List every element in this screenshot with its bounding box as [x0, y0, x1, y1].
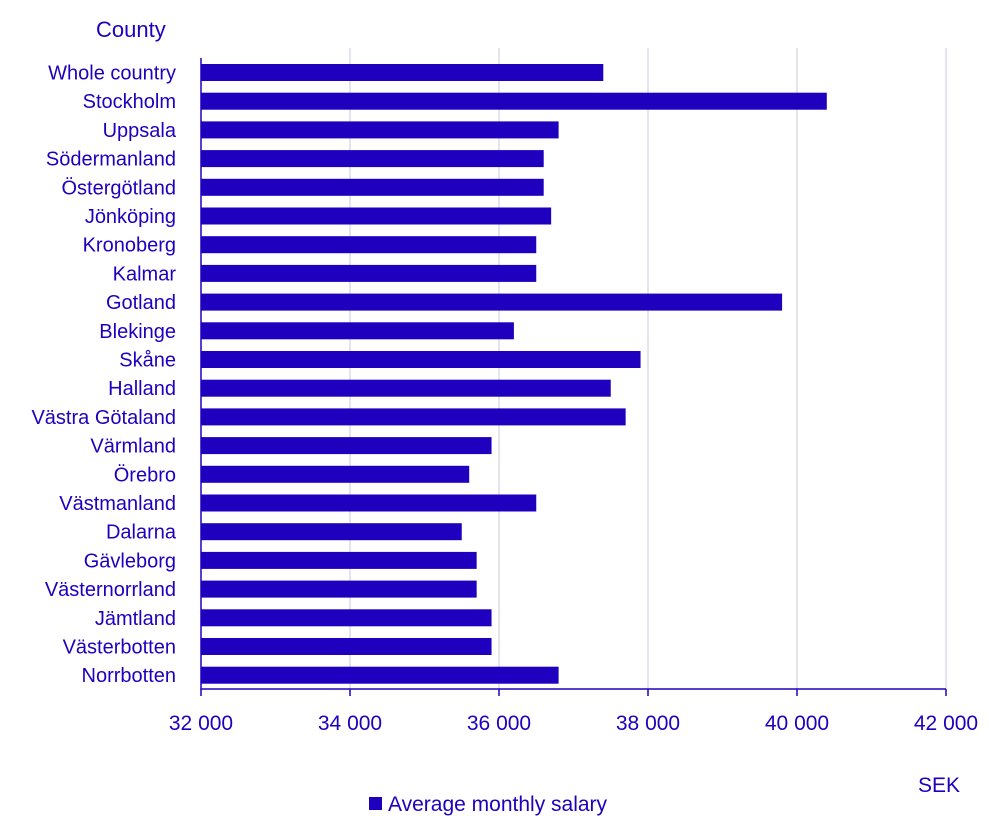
bar	[201, 465, 470, 483]
category-label: Kronoberg	[83, 235, 176, 257]
category-labels: Whole country Stockholm Uppsala Södermanlan…	[31, 63, 176, 688]
category-label: Gävleborg	[84, 550, 176, 572]
bar	[201, 379, 611, 397]
bar	[201, 121, 559, 139]
x-tick-label: 38 000	[616, 712, 680, 735]
x-tick-label: 32 000	[169, 712, 233, 735]
category-label: Östergötland	[61, 177, 176, 199]
bar	[201, 207, 552, 225]
bar	[201, 437, 492, 455]
bars	[201, 64, 827, 684]
category-label: Jönköping	[85, 206, 176, 228]
x-tick-label: 36 000	[467, 712, 531, 735]
bar	[201, 92, 827, 110]
y-axis-title: County	[96, 17, 166, 42]
bar	[201, 551, 477, 569]
bar	[201, 322, 514, 340]
category-label: Örebro	[114, 464, 176, 486]
legend-swatch	[369, 797, 382, 810]
category-label: Dalarna	[106, 522, 177, 544]
legend: Average monthly salary	[369, 793, 608, 816]
category-label: Södermanland	[46, 149, 176, 171]
bar	[201, 609, 492, 627]
category-label: Västernorrland	[45, 579, 176, 601]
x-axis-unit: SEK	[918, 774, 960, 797]
category-label: Gotland	[106, 292, 176, 314]
bar	[201, 293, 783, 311]
x-ticks: 32 000 34 000 36 000 38 000 40 000 42 000	[169, 689, 978, 735]
category-label: Västra Götaland	[31, 407, 176, 429]
category-label: Värmland	[90, 436, 176, 458]
bar	[201, 264, 537, 282]
category-label: Whole country	[48, 63, 176, 85]
bar	[201, 638, 492, 655]
bar	[201, 236, 537, 254]
category-label: Uppsala	[103, 120, 177, 142]
category-label: Västmanland	[59, 493, 176, 515]
x-tick-label: 42 000	[914, 712, 978, 735]
legend-label: Average monthly salary	[388, 793, 608, 816]
bar	[201, 523, 462, 541]
x-tick-label: 34 000	[318, 712, 382, 735]
category-label: Skåne	[119, 350, 176, 372]
bar	[201, 64, 604, 81]
category-label: Jämtland	[95, 608, 176, 630]
bar	[201, 494, 537, 512]
bar	[201, 178, 544, 196]
category-label: Kalmar	[113, 263, 177, 285]
bar	[201, 666, 559, 684]
x-tick-label: 40 000	[765, 712, 829, 735]
category-label: Blekinge	[99, 321, 176, 343]
bar	[201, 150, 544, 168]
bar	[201, 408, 626, 426]
category-label: Stockholm	[83, 91, 176, 113]
bar	[201, 580, 477, 598]
category-label: Västerbotten	[63, 637, 176, 659]
bar	[201, 351, 641, 368]
category-label: Halland	[108, 378, 176, 400]
category-label: Norrbotten	[82, 665, 177, 687]
